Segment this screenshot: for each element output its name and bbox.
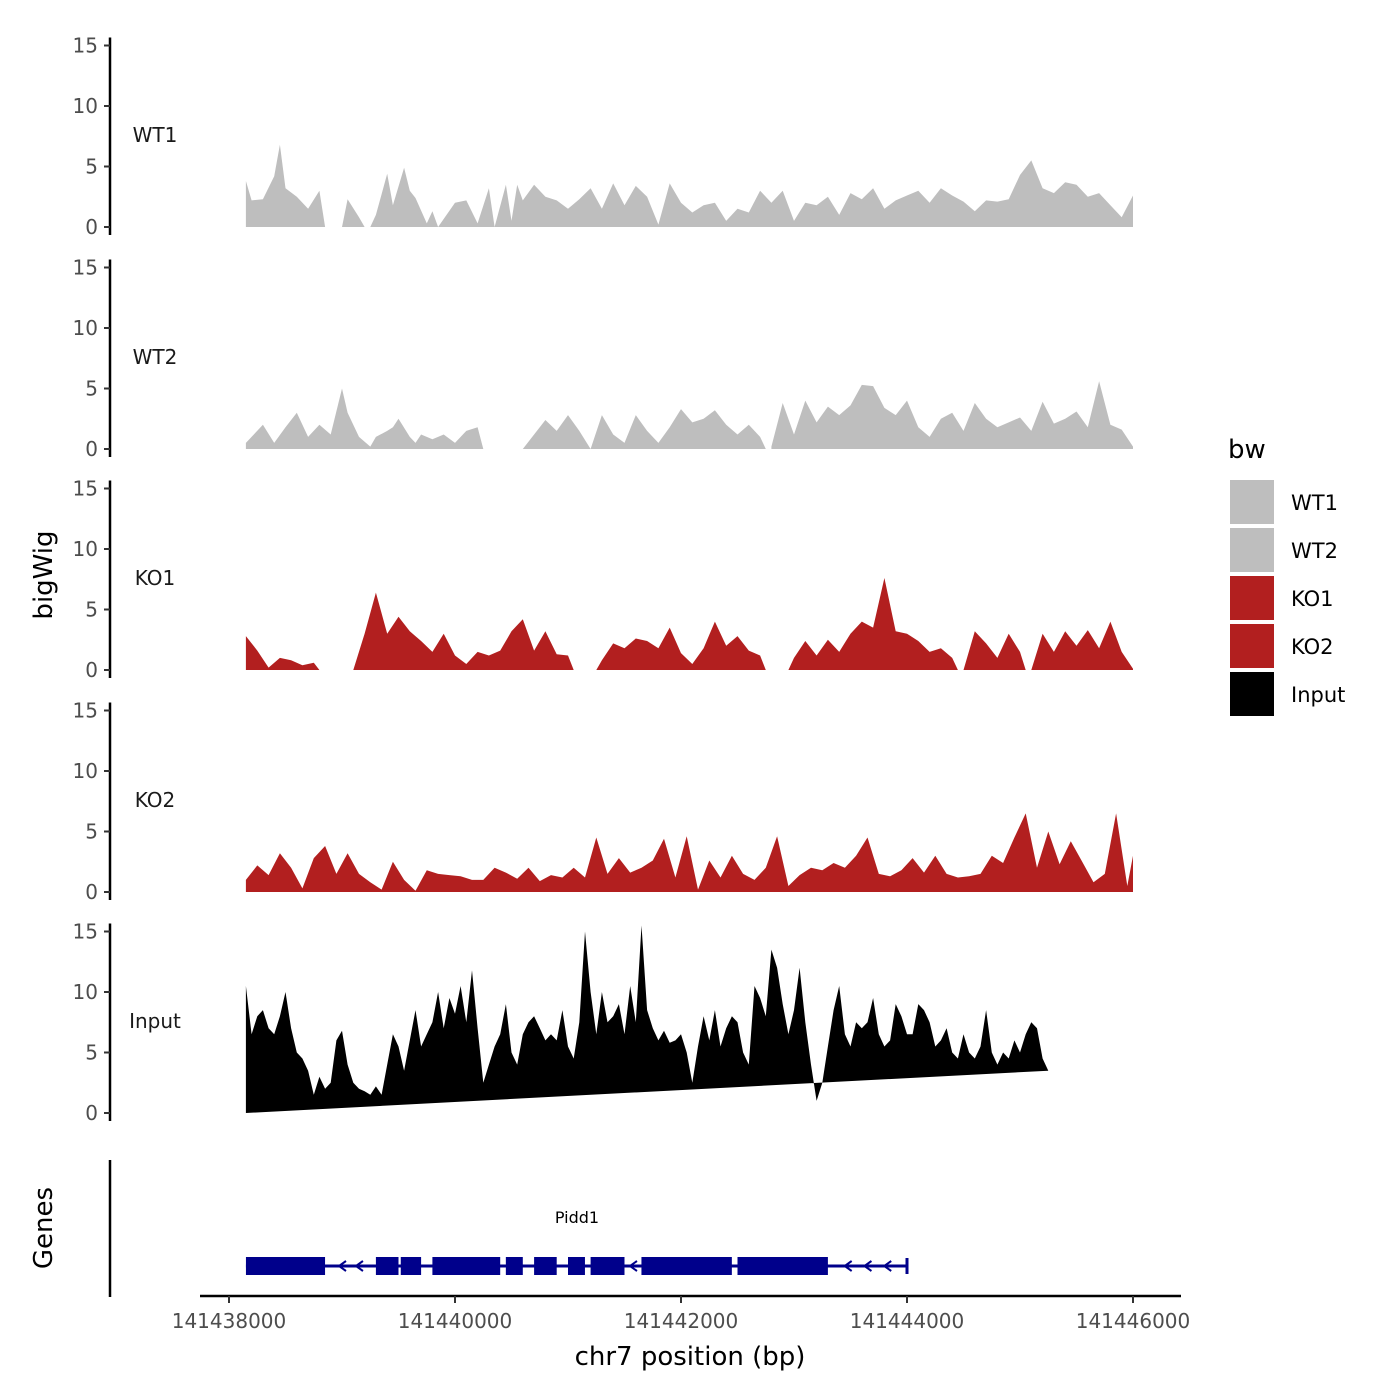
gene-exon	[375, 1257, 399, 1275]
y-tick-label: 15	[73, 477, 98, 501]
legend-entry-ko2: KO2	[1230, 624, 1334, 668]
y-tick-label: 0	[85, 880, 98, 904]
area-ko1	[353, 592, 574, 670]
y-tick-label: 5	[85, 598, 98, 622]
x-axis: 141438000 141440000 141442000 141444000 1414…	[172, 1294, 1191, 1333]
y-tick-label: 15	[73, 920, 98, 944]
legend: bw WT1 WT2 KO1 KO2 Input	[1228, 435, 1345, 716]
gene-exon	[641, 1257, 732, 1275]
strand-arrow	[354, 1260, 364, 1272]
area-wt1	[245, 144, 1133, 227]
legend-title: bw	[1228, 435, 1266, 465]
gene-name-label: Pidd1	[555, 1208, 599, 1227]
track-input: 0 5 10 15 Input	[73, 920, 1049, 1125]
y-tick-label: 5	[85, 820, 98, 844]
legend-label: WT2	[1291, 539, 1338, 563]
area-input	[245, 925, 1049, 1113]
y-tick-label: 10	[73, 759, 98, 783]
track-ko1: 0 5 10 15 KO1	[73, 477, 1133, 682]
strand-arrow	[842, 1260, 853, 1272]
track-panels: 0 5 10 15 WT1 0 5 10 15 WT2 0 5 10 15 KO1 0 5 10 15 KO2 0 5 10…	[73, 34, 1133, 1125]
strand-arrow	[628, 1260, 638, 1272]
gene-exon	[432, 1257, 501, 1275]
gene-exon	[568, 1257, 585, 1275]
strand-arrow	[862, 1260, 873, 1272]
y-axis-title: bigWig	[29, 530, 59, 619]
legend-entry-wt1: WT1	[1230, 480, 1338, 524]
legend-swatch	[1230, 480, 1274, 524]
x-tick-label: 141444000	[850, 1309, 965, 1333]
gene-exon	[534, 1257, 557, 1275]
x-tick-label: 141440000	[398, 1309, 513, 1333]
y-tick-label: 5	[85, 377, 98, 401]
area-wt2	[245, 388, 484, 449]
gene-exon	[245, 1257, 326, 1275]
area-ko1	[245, 636, 320, 670]
track-label: KO1	[135, 566, 176, 590]
gene-exon	[505, 1257, 523, 1275]
y-tick-label: 0	[85, 658, 98, 682]
area-wt2	[771, 381, 1133, 449]
legend-swatch	[1230, 672, 1274, 716]
track-wt2: 0 5 10 15 WT2	[73, 256, 1133, 461]
gene-exon	[737, 1257, 828, 1275]
track-label: KO2	[135, 788, 176, 812]
strand-arrow	[882, 1260, 892, 1272]
track-label: WT1	[133, 123, 178, 147]
gene-pidd1: Pidd1	[245, 1208, 909, 1275]
legend-entry-ko1: KO1	[1230, 576, 1334, 620]
legend-label: KO2	[1291, 635, 1334, 659]
y-tick-label: 15	[73, 699, 98, 723]
legend-swatch	[1230, 576, 1274, 620]
gene-exon	[400, 1257, 422, 1275]
legend-entries: WT1 WT2 KO1 KO2 Input	[1230, 480, 1345, 716]
y-tick-label: 0	[85, 437, 98, 461]
y-tick-label: 5	[85, 1041, 98, 1065]
area-ko1	[788, 578, 958, 670]
x-tick-label: 141446000	[1076, 1309, 1191, 1333]
y-tick-label: 10	[73, 316, 98, 340]
y-tick-label: 10	[73, 537, 98, 561]
y-tick-label: 15	[73, 256, 98, 280]
gene-exon	[590, 1257, 625, 1275]
legend-label: Input	[1291, 683, 1345, 707]
y-tick-label: 0	[85, 1101, 98, 1125]
x-axis-title: chr7 position (bp)	[575, 1342, 806, 1372]
gene-track: Pidd1	[108, 1160, 909, 1297]
y-tick-label: 15	[73, 34, 98, 58]
y-tick-label: 0	[85, 215, 98, 239]
x-tick-label: 141438000	[172, 1309, 287, 1333]
track-label: WT2	[133, 345, 178, 369]
track-label: Input	[129, 1009, 181, 1033]
area-wt2	[522, 409, 766, 449]
y-tick-label: 10	[73, 980, 98, 1004]
legend-swatch	[1230, 624, 1274, 668]
track-ko2: 0 5 10 15 KO2	[73, 699, 1133, 904]
track-wt1: 0 5 10 15 WT1	[73, 34, 1133, 239]
genes-axis-title: Genes	[29, 1187, 59, 1269]
legend-label: WT1	[1291, 491, 1338, 515]
area-ko1	[963, 631, 1026, 670]
y-tick-label: 5	[85, 155, 98, 179]
legend-entry-input: Input	[1230, 672, 1345, 716]
legend-entry-wt2: WT2	[1230, 528, 1338, 572]
area-ko1	[596, 621, 766, 670]
area-ko1	[1031, 621, 1133, 670]
strand-arrow	[337, 1260, 347, 1272]
y-tick-label: 10	[73, 94, 98, 118]
x-tick-label: 141442000	[624, 1309, 739, 1333]
legend-swatch	[1230, 528, 1274, 572]
legend-label: KO1	[1291, 587, 1334, 611]
area-ko2	[245, 813, 1133, 892]
